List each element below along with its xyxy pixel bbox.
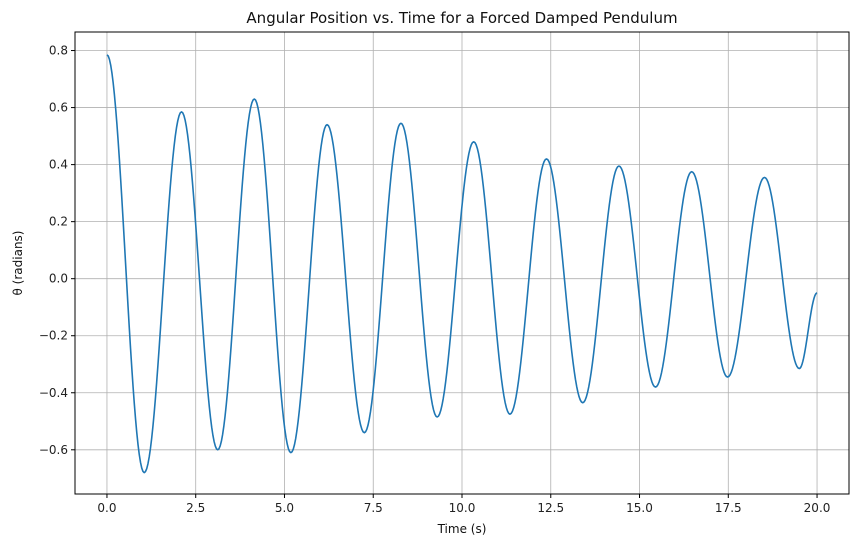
x-tick-label: 7.5 bbox=[364, 501, 383, 515]
x-tick-label: 2.5 bbox=[186, 501, 205, 515]
theta-series-line bbox=[106, 54, 818, 474]
ticks: 0.0 2.5 5.0 7.5 10.0 12.5 15.0 17.5 20.0 −0.6 −0.4… bbox=[39, 44, 831, 515]
x-tick-label: 12.5 bbox=[537, 501, 564, 515]
chart-title: Angular Position vs. Time for a Forced D… bbox=[246, 9, 677, 27]
x-axis-label: Time (s) bbox=[437, 522, 487, 536]
y-tick-label: 0.2 bbox=[49, 215, 68, 229]
x-tick-label: 20.0 bbox=[804, 501, 831, 515]
x-tick-label: 15.0 bbox=[626, 501, 653, 515]
y-tick-label: −0.2 bbox=[39, 329, 68, 343]
y-tick-label: 0.0 bbox=[49, 272, 68, 286]
x-tick-label: 0.0 bbox=[97, 501, 116, 515]
y-tick-label: 0.6 bbox=[49, 101, 68, 115]
grid bbox=[75, 32, 849, 494]
x-tick-label: 5.0 bbox=[275, 501, 294, 515]
x-tick-label: 10.0 bbox=[449, 501, 476, 515]
series-layer bbox=[106, 54, 818, 474]
x-tick-label: 17.5 bbox=[715, 501, 742, 515]
y-tick-label: 0.4 bbox=[49, 158, 68, 172]
y-tick-label: −0.6 bbox=[39, 443, 68, 457]
y-axis-label: θ (radians) bbox=[11, 231, 25, 296]
y-tick-label: 0.8 bbox=[49, 44, 68, 58]
y-tick-label: −0.4 bbox=[39, 386, 68, 400]
